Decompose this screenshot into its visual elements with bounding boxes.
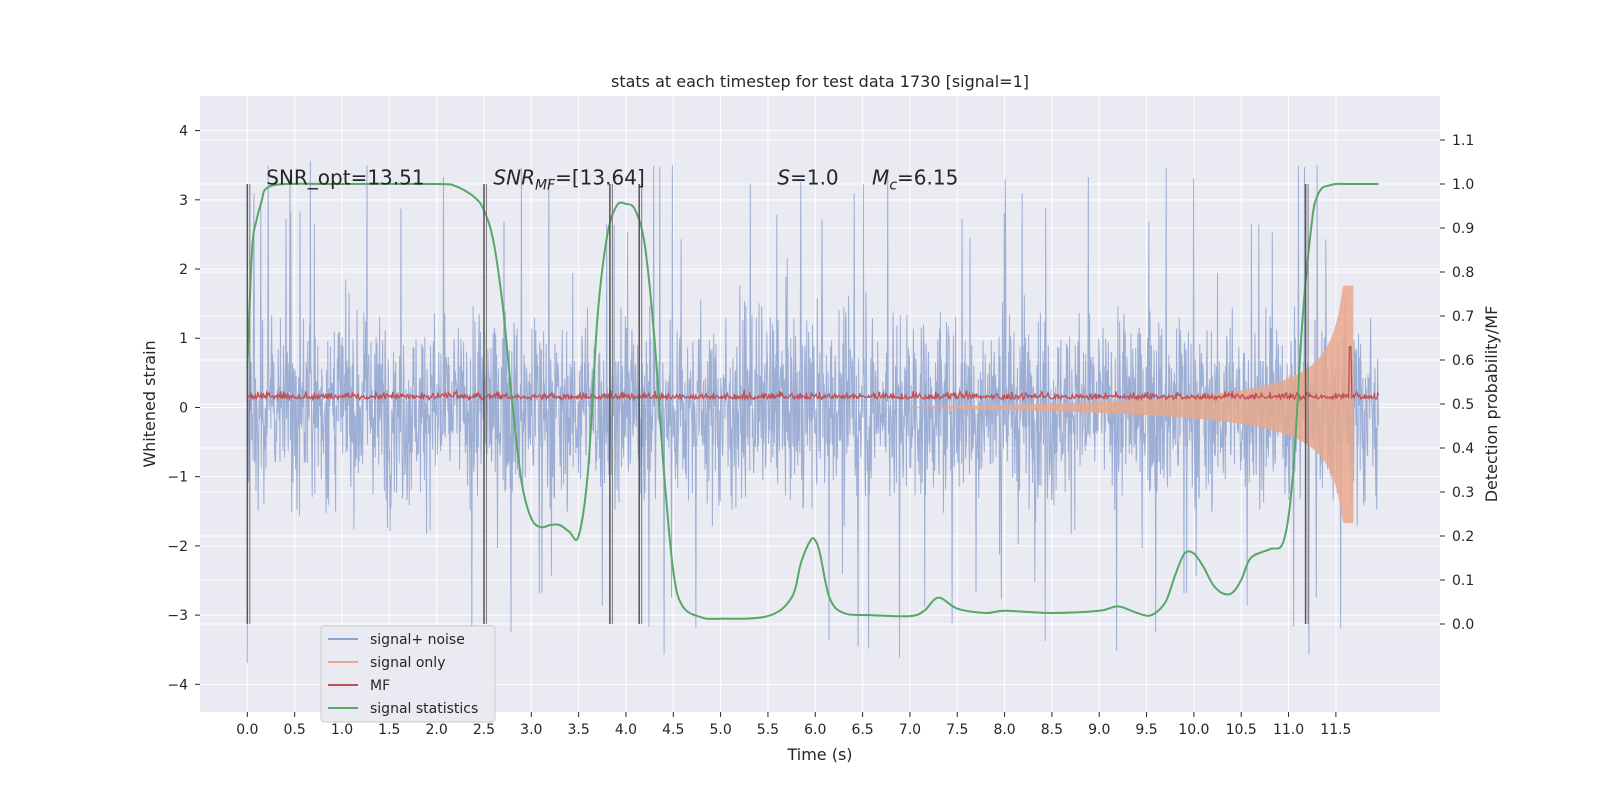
annotation-2-value: =1.0 (790, 166, 839, 190)
y-right-tick-label-1: 0.1 (1452, 573, 1474, 589)
annotation-3-sub: c (889, 178, 897, 194)
y-left-tick-label-3: −1 (167, 470, 188, 486)
y-axis-right-label: Detection probability/MF (1482, 306, 1501, 503)
x-tick-label-6: 3.0 (520, 722, 542, 738)
annotation-1-main: SNR (493, 166, 535, 190)
y-right-tick-label-7: 0.7 (1452, 309, 1474, 325)
x-tick-label-19: 9.5 (1135, 722, 1157, 738)
y-right-tick-label-0: 0.0 (1452, 617, 1474, 633)
x-tick-label-4: 2.0 (426, 722, 448, 738)
y-right-tick-label-4: 0.4 (1452, 441, 1474, 457)
series-signal-only (909, 285, 1354, 523)
x-tick-label-22: 11.0 (1273, 722, 1304, 738)
x-tick-label-16: 8.0 (993, 722, 1015, 738)
y-left-tick-label-5: 1 (179, 331, 188, 347)
x-tick-label-10: 5.0 (709, 722, 731, 738)
x-tick-label-1: 0.5 (284, 722, 306, 738)
x-tick-label-17: 8.5 (1041, 722, 1063, 738)
y-right-tick-label-9: 0.9 (1452, 221, 1474, 237)
chart-title: stats at each timestep for test data 173… (611, 72, 1029, 91)
y-left-tick-label-7: 3 (179, 193, 188, 209)
y-right-tick-label-11: 1.1 (1452, 133, 1474, 149)
x-tick-label-0: 0.0 (236, 722, 258, 738)
annotation-3-main: M (872, 166, 889, 190)
y-left-tick-label-8: 4 (179, 124, 188, 140)
x-tick-label-13: 6.5 (851, 722, 873, 738)
x-tick-label-7: 3.5 (567, 722, 589, 738)
legend-label-signal-statistics: signal statistics (370, 701, 478, 717)
series-layer (246, 161, 1380, 664)
x-tick-label-20: 10.0 (1178, 722, 1209, 738)
x-tick-label-18: 9.0 (1088, 722, 1110, 738)
annotation-1: SNRMF=[13.64] (493, 166, 644, 194)
x-tick-label-12: 6.0 (804, 722, 826, 738)
y-left-tick-label-4: 0 (179, 400, 188, 416)
y-left-tick-label-2: −2 (167, 539, 188, 555)
legend-label-mf: MF (370, 678, 390, 694)
x-tick-label-11: 5.5 (757, 722, 779, 738)
x-tick-label-9: 4.5 (662, 722, 684, 738)
x-tick-label-23: 11.5 (1320, 722, 1351, 738)
legend-label-signal-noise: signal+ noise (370, 632, 465, 648)
y-right-tick-label-5: 0.5 (1452, 397, 1474, 413)
x-tick-label-3: 1.5 (378, 722, 400, 738)
legend-label-signal-only: signal only (370, 655, 445, 671)
annotation-3: Mc=6.15 (872, 166, 958, 194)
annotation-2: S=1.0 (777, 166, 838, 190)
x-tick-label-5: 2.5 (473, 722, 495, 738)
vertical-markers (246, 184, 1309, 624)
x-axis-label: Time (s) (786, 745, 852, 764)
annotation-1-sub: MF (535, 178, 556, 194)
annotation-0-main: SNR_opt=13.51 (266, 166, 424, 190)
x-tick-label-15: 7.5 (946, 722, 968, 738)
y-right-tick-label-3: 0.3 (1452, 485, 1474, 501)
series-signal-statistics (246, 182, 1379, 620)
annotation-2-main: S (777, 166, 790, 190)
x-tick-label-14: 7.0 (899, 722, 921, 738)
y-right-tick-label-2: 0.2 (1452, 529, 1474, 545)
y-right-tick-label-6: 0.6 (1452, 353, 1474, 369)
legend: signal+ noise signal only MF signal stat… (320, 625, 496, 723)
x-tick-label-21: 10.5 (1226, 722, 1257, 738)
y-right-tick-label-8: 0.8 (1452, 265, 1474, 281)
y-left-tick-label-6: 2 (179, 262, 188, 278)
y-left-tick-label-0: −4 (167, 677, 188, 693)
legend-box (320, 625, 496, 723)
series-mf (246, 346, 1380, 402)
y-axis-left-label: Whitened strain (140, 340, 159, 467)
x-tick-label-8: 4.0 (615, 722, 637, 738)
annotation-0: SNR_opt=13.51 (266, 166, 424, 190)
axes: 0.0 0.5 1.0 1.5 2.0 2.5 3.0 3.5 4.0 4.5 5.0 5.5 6.0 6… (167, 124, 1474, 738)
annotation-1-value: =[13.64] (555, 166, 645, 190)
y-left-tick-label-1: −3 (167, 608, 188, 624)
series-signal-noise (246, 161, 1379, 664)
annotations: SNR_opt=13.51 SNRMF=[13.64] S=1.0 Mc=6.15 (266, 166, 958, 194)
x-tick-label-2: 1.0 (331, 722, 353, 738)
y-right-tick-label-10: 1.0 (1452, 177, 1474, 193)
annotation-3-value: =6.15 (897, 166, 958, 190)
